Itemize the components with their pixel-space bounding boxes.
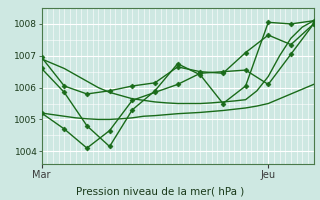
Text: Pression niveau de la mer( hPa ): Pression niveau de la mer( hPa ) [76, 186, 244, 196]
